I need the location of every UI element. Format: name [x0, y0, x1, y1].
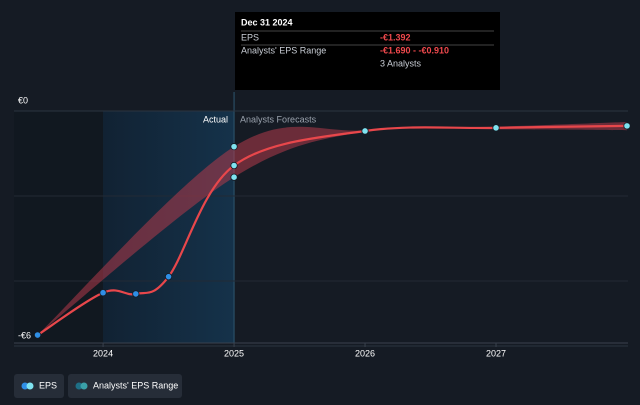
tooltip-value: 3 Analysts	[380, 58, 422, 68]
range-point	[230, 173, 238, 181]
tooltip-date: Dec 31 2024	[241, 17, 293, 27]
y-tick-label: -€6	[18, 330, 31, 340]
legend-swatch	[75, 382, 83, 390]
eps-point	[99, 289, 107, 297]
tooltip-label: EPS	[241, 32, 259, 42]
range-band	[37, 121, 628, 336]
legend-label: Analysts' EPS Range	[93, 380, 178, 390]
eps-point	[623, 122, 631, 130]
eps-point	[164, 273, 173, 281]
region-label: Actual	[203, 114, 228, 124]
actual-region	[103, 111, 235, 343]
x-tick-label: 2024	[93, 348, 113, 358]
region-label: Analysts Forecasts	[240, 114, 317, 124]
legend: EPS Analysts' EPS Range	[14, 374, 182, 398]
tooltip-value: -€1.690 - -€0.910	[380, 45, 449, 55]
range-point	[230, 143, 238, 151]
legend-item[interactable]	[68, 374, 182, 398]
x-tick-label: 2025	[224, 348, 244, 358]
x-tick-label: 2026	[355, 348, 375, 358]
eps-point	[492, 124, 500, 132]
eps-point	[33, 331, 42, 339]
legend-swatch	[26, 382, 34, 390]
legend-swatch	[80, 382, 88, 390]
tooltip-value: -€1.392	[380, 32, 411, 42]
legend-item[interactable]	[14, 374, 64, 398]
legend-label: EPS	[39, 380, 57, 390]
x-tick-label: 2027	[486, 348, 506, 358]
eps-point	[132, 290, 140, 298]
tooltip-label: Analysts' EPS Range	[241, 45, 326, 55]
legend-swatch	[21, 382, 29, 390]
eps-point	[361, 127, 369, 135]
tooltip: Dec 31 2024 EPS -€1.392 Analysts' EPS Ra…	[235, 12, 500, 90]
eps-point	[230, 161, 238, 170]
history-region	[14, 111, 104, 343]
y-tick-label: €0	[18, 95, 28, 105]
tooltip-box	[235, 12, 500, 90]
